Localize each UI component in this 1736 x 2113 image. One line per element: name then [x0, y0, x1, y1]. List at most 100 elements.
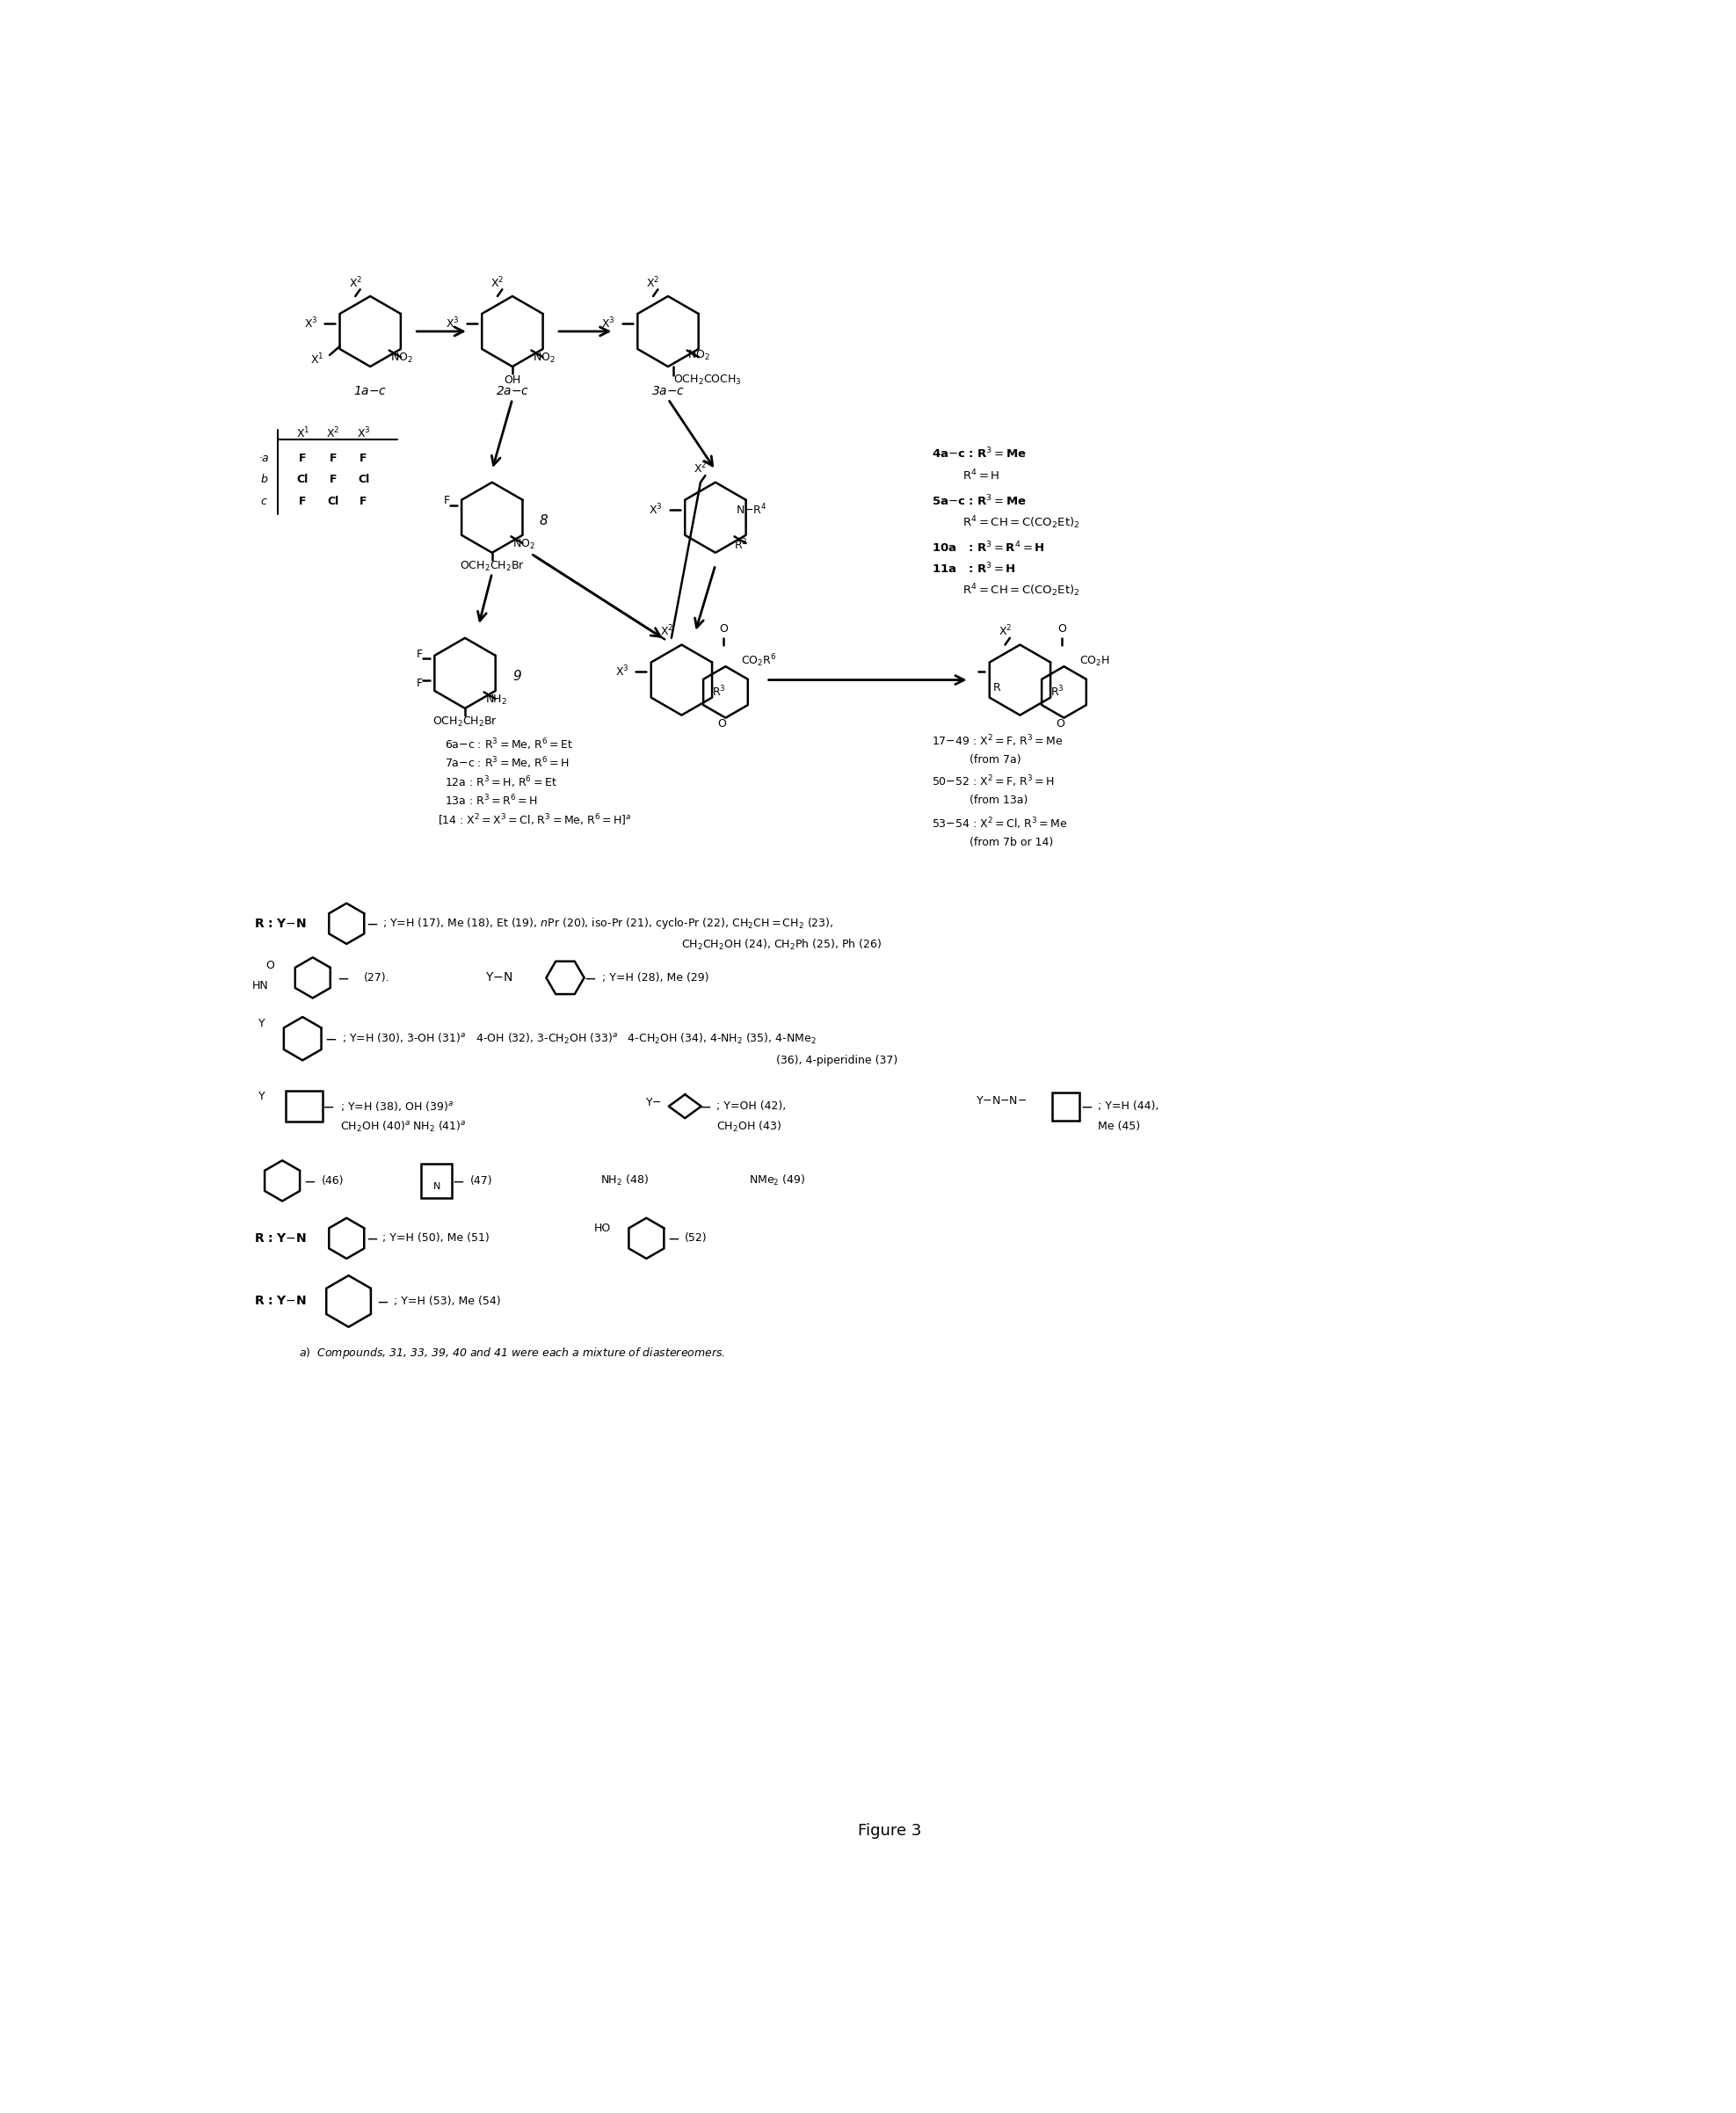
Text: N$-$R$^4$: N$-$R$^4$: [736, 503, 767, 518]
Text: R$^4$$=$H: R$^4$$=$H: [962, 469, 1000, 484]
Text: $-$: $-$: [304, 1173, 316, 1190]
Text: 8: 8: [540, 513, 549, 528]
Text: 2a$-$c: 2a$-$c: [495, 385, 529, 397]
Text: X$^1$: X$^1$: [295, 425, 309, 440]
Text: Y: Y: [259, 1090, 266, 1101]
Text: 6a$-$c : R$^3$$=$Me, R$^6$$=$Et: 6a$-$c : R$^3$$=$Me, R$^6$$=$Et: [444, 737, 573, 752]
Text: R : Y$-$N: R : Y$-$N: [253, 1295, 307, 1308]
Text: NO$_2$: NO$_2$: [512, 539, 535, 551]
Text: (46): (46): [321, 1175, 344, 1188]
Text: ; Y=H (38), OH (39)$^a$: ; Y=H (38), OH (39)$^a$: [340, 1099, 453, 1114]
Text: N: N: [432, 1181, 441, 1190]
Text: R$^3$: R$^3$: [734, 537, 748, 551]
Text: 9: 9: [512, 670, 521, 682]
Text: F: F: [417, 649, 424, 659]
Text: (47): (47): [470, 1175, 493, 1188]
Text: R : Y$-$N: R : Y$-$N: [253, 1232, 307, 1245]
Text: (27).: (27).: [363, 972, 389, 983]
Text: CH$_2$OH (43): CH$_2$OH (43): [717, 1120, 781, 1135]
Text: CH$_2$CH$_2$OH (24), CH$_2$Ph (25), Ph (26): CH$_2$CH$_2$OH (24), CH$_2$Ph (25), Ph (…: [682, 938, 882, 953]
Text: O: O: [1057, 623, 1066, 634]
Text: CO$_2$R$^6$: CO$_2$R$^6$: [741, 653, 776, 670]
Text: X$^3$: X$^3$: [356, 425, 370, 440]
Text: b: b: [260, 473, 267, 486]
Text: R$^3$: R$^3$: [1050, 685, 1064, 699]
Text: 11a   : R$^3$$=$H: 11a : R$^3$$=$H: [932, 560, 1016, 575]
Text: $a)$  Compounds, 31, 33, 39, 40 and 41 were each a mixture of diastereomers.: $a)$ Compounds, 31, 33, 39, 40 and 41 we…: [299, 1346, 726, 1361]
Text: X$^3$: X$^3$: [446, 317, 460, 330]
Text: 12a : R$^3$$=$H, R$^6$$=$Et: 12a : R$^3$$=$H, R$^6$$=$Et: [444, 773, 557, 790]
Bar: [1052, 1092, 1080, 1120]
Text: $-$: $-$: [667, 1230, 681, 1247]
Text: X$^3$: X$^3$: [649, 503, 663, 518]
Text: $-$: $-$: [700, 1099, 712, 1114]
Text: HN: HN: [252, 980, 269, 991]
Text: 5a$-$c : R$^3$$=$Me: 5a$-$c : R$^3$$=$Me: [932, 492, 1028, 507]
Text: OCH$_2$COCH$_3$: OCH$_2$COCH$_3$: [674, 374, 741, 387]
Text: Figure 3: Figure 3: [858, 1824, 922, 1838]
Text: NMe$_2$ (49): NMe$_2$ (49): [750, 1173, 806, 1188]
Text: F: F: [330, 473, 337, 486]
Text: R$^4$$=$CH$=$C(CO$_2$Et)$_2$: R$^4$$=$CH$=$C(CO$_2$Et)$_2$: [962, 516, 1080, 530]
Text: X$^2$: X$^2$: [694, 461, 707, 475]
Text: Cl: Cl: [297, 473, 309, 486]
Text: O: O: [719, 623, 727, 634]
Bar: [422, 1164, 451, 1198]
Text: $-$: $-$: [1080, 1099, 1092, 1114]
Text: ; Y=H (50), Me (51): ; Y=H (50), Me (51): [382, 1232, 490, 1245]
Text: NH$_2$: NH$_2$: [486, 693, 507, 708]
Text: ; Y=H (44),: ; Y=H (44),: [1097, 1101, 1160, 1111]
Text: ; Y=H (28), Me (29): ; Y=H (28), Me (29): [602, 972, 708, 983]
Text: Y$-$: Y$-$: [644, 1097, 661, 1109]
Text: CH$_2$OH (40)$^a$ NH$_2$ (41)$^a$: CH$_2$OH (40)$^a$ NH$_2$ (41)$^a$: [340, 1120, 465, 1135]
Bar: [285, 1090, 323, 1122]
Text: $-$: $-$: [377, 1293, 389, 1310]
Text: R: R: [993, 682, 1002, 693]
Text: $-$: $-$: [337, 970, 349, 985]
Text: $-$: $-$: [451, 1173, 465, 1190]
Text: X$^3$: X$^3$: [304, 317, 318, 330]
Text: X$^2$: X$^2$: [349, 275, 363, 289]
Text: OH: OH: [503, 374, 521, 387]
Text: Y$-$N$-$N$-$: Y$-$N$-$N$-$: [976, 1095, 1028, 1107]
Text: (from 13a): (from 13a): [969, 794, 1028, 807]
Text: ; Y=H (17), Me (18), Et (19), $n$Pr (20), iso-Pr (21), cyclo-Pr (22), CH$_2$CH$=: ; Y=H (17), Me (18), Et (19), $n$Pr (20)…: [382, 917, 833, 932]
Text: ; Y=H (30), 3-OH (31)$^a$   4-OH (32), 3-CH$_2$OH (33)$^a$   4-CH$_2$OH (34), 4-: ; Y=H (30), 3-OH (31)$^a$ 4-OH (32), 3-C…: [342, 1031, 816, 1046]
Text: Y: Y: [259, 1018, 266, 1029]
Text: $-$: $-$: [365, 915, 378, 932]
Text: R$^4$$=$CH$=$C(CO$_2$Et)$_2$: R$^4$$=$CH$=$C(CO$_2$Et)$_2$: [962, 583, 1080, 598]
Text: F: F: [417, 678, 424, 689]
Text: 53$-$54 : X$^2$$=$Cl, R$^3$$=$Me: 53$-$54 : X$^2$$=$Cl, R$^3$$=$Me: [932, 816, 1068, 830]
Text: X$^2$: X$^2$: [998, 623, 1012, 638]
Text: 10a   : R$^3$$=$R$^4$$=$H: 10a : R$^3$$=$R$^4$$=$H: [932, 541, 1045, 556]
Text: NO$_2$: NO$_2$: [687, 349, 710, 361]
Text: 4a$-$c : R$^3$$=$Me: 4a$-$c : R$^3$$=$Me: [932, 446, 1028, 461]
Text: O: O: [1055, 718, 1064, 729]
Text: F: F: [359, 497, 368, 507]
Text: $-$: $-$: [583, 970, 597, 985]
Text: X$^2$: X$^2$: [646, 275, 660, 289]
Text: 13a : R$^3$$=$R$^6$$=$H: 13a : R$^3$$=$R$^6$$=$H: [444, 794, 538, 809]
Text: Cl: Cl: [358, 473, 370, 486]
Text: 3a$-$c: 3a$-$c: [651, 385, 686, 397]
Text: (from 7b or 14): (from 7b or 14): [969, 837, 1054, 847]
Text: NH$_2$ (48): NH$_2$ (48): [601, 1173, 649, 1188]
Text: R : Y$-$N: R : Y$-$N: [253, 917, 307, 930]
Text: X$^2$: X$^2$: [660, 623, 674, 638]
Text: ·a: ·a: [259, 452, 269, 463]
Text: 7a$-$c : R$^3$$=$Me, R$^6$$=$H: 7a$-$c : R$^3$$=$Me, R$^6$$=$H: [444, 756, 569, 771]
Text: NO$_2$: NO$_2$: [391, 353, 413, 366]
Text: (from 7a): (from 7a): [969, 754, 1021, 765]
Text: R$^3$: R$^3$: [712, 685, 726, 699]
Text: Y$-$N: Y$-$N: [486, 972, 512, 985]
Text: 50$-$52 : X$^2$$=$F, R$^3$$=$H: 50$-$52 : X$^2$$=$F, R$^3$$=$H: [932, 773, 1055, 788]
Text: X$^3$: X$^3$: [602, 317, 615, 330]
Text: 17$-$49 : X$^2$$=$F, R$^3$$=$Me: 17$-$49 : X$^2$$=$F, R$^3$$=$Me: [932, 733, 1064, 748]
Text: $-$: $-$: [365, 1230, 378, 1247]
Text: $-$: $-$: [325, 1031, 337, 1046]
Text: Me (45): Me (45): [1097, 1120, 1141, 1133]
Text: X$^3$: X$^3$: [615, 663, 628, 678]
Text: O: O: [266, 959, 274, 972]
Text: OCH$_2$CH$_2$Br: OCH$_2$CH$_2$Br: [432, 716, 498, 729]
Text: O: O: [719, 718, 727, 729]
